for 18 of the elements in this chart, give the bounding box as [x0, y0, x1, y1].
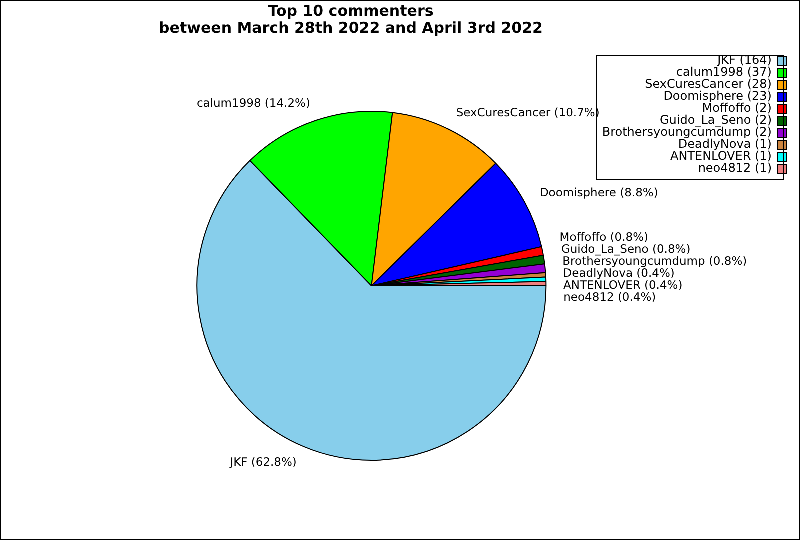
legend-label: DeadlyNova (1) — [678, 137, 772, 152]
legend-label: calum1998 (37) — [676, 65, 772, 80]
legend-label: Doomisphere (23) — [664, 89, 772, 104]
legend-label: Brothersyoungcumdump (2) — [602, 125, 772, 140]
legend-label: neo4812 (1) — [698, 161, 772, 176]
data-label: calum1998 (14.2%) — [196, 96, 310, 110]
legend-label: SexCuresCancer (28) — [645, 77, 772, 92]
data-label: JKF (62.8%) — [229, 454, 297, 469]
data-label: Doomisphere (8.8%) — [540, 186, 658, 200]
data-label: Moffoffo (0.8%) — [560, 230, 649, 244]
legend-label: Guido_La_Seno (2) — [660, 113, 772, 128]
data-label: Guido_La_Seno (0.8%) — [561, 242, 691, 256]
legend-label: ANTENLOVER (1) — [670, 149, 772, 164]
data-label: neo4812 (0.4%) — [564, 290, 656, 304]
legend-label: Moffoffo (2) — [702, 101, 772, 116]
chart-title: Top 10 commenters — [267, 2, 435, 20]
chart-subtitle: between March 28th 2022 and April 3rd 2022 — [158, 19, 544, 37]
data-label: Brothersyoungcumdump (0.8%) — [562, 254, 748, 268]
